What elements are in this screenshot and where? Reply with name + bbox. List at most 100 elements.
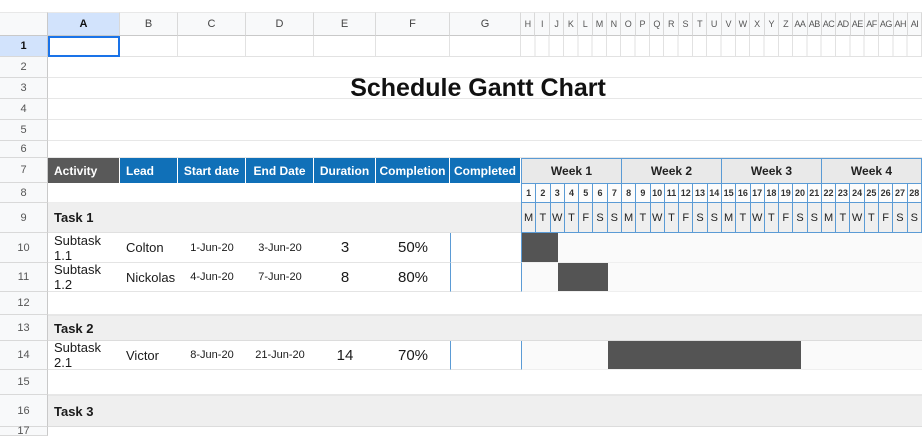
- end-date-cell[interactable]: 21-Jun-20: [246, 341, 314, 370]
- day-letter-cell[interactable]: S: [906, 203, 922, 233]
- column-header-F[interactable]: F: [376, 12, 450, 36]
- day-number-cell[interactable]: 17: [749, 183, 764, 203]
- completion-cell[interactable]: 50%: [376, 233, 450, 263]
- column-header-T[interactable]: T: [692, 12, 708, 36]
- column-header-Z[interactable]: Z: [778, 12, 794, 36]
- row-header-16[interactable]: 16: [0, 395, 48, 427]
- sheet-row-5[interactable]: [48, 120, 922, 141]
- column-header-G[interactable]: G: [450, 12, 521, 36]
- day-number-cell[interactable]: 5: [578, 183, 593, 203]
- day-letter-cell[interactable]: T: [735, 203, 750, 233]
- day-letter-cell[interactable]: S: [892, 203, 907, 233]
- row-header-3[interactable]: 3: [0, 78, 48, 99]
- sheet-row-15[interactable]: [48, 370, 922, 395]
- day-letter-cell[interactable]: M: [720, 203, 736, 233]
- day-number-cell[interactable]: 2: [535, 183, 550, 203]
- row-header-9[interactable]: 9: [0, 203, 48, 233]
- row-header-7[interactable]: 7: [0, 158, 48, 183]
- day-letter-cell[interactable]: F: [878, 203, 893, 233]
- gantt-track[interactable]: [521, 263, 922, 292]
- day-number-cell[interactable]: 3: [549, 183, 564, 203]
- column-header-N[interactable]: N: [606, 12, 622, 36]
- day-letter-cell[interactable]: S: [606, 203, 621, 233]
- completion-cell[interactable]: 80%: [376, 263, 450, 292]
- day-letter-cell[interactable]: T: [763, 203, 779, 233]
- day-number-cell[interactable]: 25: [863, 183, 879, 203]
- day-letter-cell[interactable]: S: [692, 203, 707, 233]
- completed-cell[interactable]: [450, 233, 521, 263]
- day-letter-cell[interactable]: M: [820, 203, 836, 233]
- day-number-cell[interactable]: 10: [649, 183, 664, 203]
- column-header-D[interactable]: D: [246, 12, 314, 36]
- select-all-corner[interactable]: [0, 12, 48, 36]
- week-header-4[interactable]: Week 4: [822, 159, 922, 183]
- cell[interactable]: [178, 36, 246, 57]
- day-number-cell[interactable]: 26: [878, 183, 893, 203]
- column-header-X[interactable]: X: [750, 12, 765, 36]
- task-3-label[interactable]: Task 3: [48, 395, 922, 427]
- day-number-cell[interactable]: 22: [820, 183, 836, 203]
- column-header-I[interactable]: I: [535, 12, 550, 36]
- cells-empty[interactable]: [48, 183, 521, 203]
- header-duration[interactable]: Duration: [314, 158, 376, 183]
- week-header-2[interactable]: Week 2: [622, 159, 722, 183]
- cell[interactable]: [120, 36, 178, 57]
- lead-cell[interactable]: Nickolas: [120, 263, 178, 292]
- cell[interactable]: [314, 36, 376, 57]
- lead-cell[interactable]: Colton: [120, 233, 178, 263]
- day-letter-cell[interactable]: F: [678, 203, 693, 233]
- day-number-cell[interactable]: 11: [663, 183, 679, 203]
- column-header-K[interactable]: K: [563, 12, 579, 36]
- day-number-cell[interactable]: 13: [692, 183, 707, 203]
- column-header-W[interactable]: W: [735, 12, 751, 36]
- column-header-H[interactable]: H: [521, 12, 536, 36]
- column-header-AI[interactable]: AI: [907, 12, 922, 36]
- day-letter-cell[interactable]: W: [649, 203, 664, 233]
- week-header-1[interactable]: Week 1: [522, 159, 622, 183]
- day-letter-cell[interactable]: W: [749, 203, 764, 233]
- day-number-cell[interactable]: 21: [806, 183, 821, 203]
- end-date-cell[interactable]: 3-Jun-20: [246, 233, 314, 263]
- completion-cell[interactable]: 70%: [376, 341, 450, 370]
- row-header-8[interactable]: 8: [0, 183, 48, 203]
- column-header-AD[interactable]: AD: [836, 12, 851, 36]
- day-number-cell[interactable]: 18: [763, 183, 779, 203]
- sheet-row-12[interactable]: [48, 292, 922, 315]
- day-number-cell[interactable]: 14: [706, 183, 721, 203]
- day-number-cell[interactable]: 27: [892, 183, 907, 203]
- row-header-1[interactable]: 1: [0, 36, 48, 57]
- day-number-cell[interactable]: 9: [635, 183, 650, 203]
- column-header-U[interactable]: U: [707, 12, 722, 36]
- day-number-cell[interactable]: 16: [735, 183, 750, 203]
- header-end-date[interactable]: End Date: [246, 158, 314, 183]
- column-header-B[interactable]: B: [120, 12, 178, 36]
- column-header-L[interactable]: L: [578, 12, 593, 36]
- day-letter-cell[interactable]: S: [792, 203, 807, 233]
- day-number-cell[interactable]: 28: [906, 183, 922, 203]
- day-letter-cell[interactable]: W: [849, 203, 864, 233]
- day-letter-cell[interactable]: T: [663, 203, 679, 233]
- duration-cell[interactable]: 3: [314, 233, 376, 263]
- column-header-R[interactable]: R: [664, 12, 679, 36]
- week-header-3[interactable]: Week 3: [722, 159, 822, 183]
- day-letter-cell[interactable]: W: [549, 203, 564, 233]
- cell[interactable]: [246, 36, 314, 57]
- activity-cell[interactable]: Subtask 1.2: [48, 263, 120, 292]
- day-letter-cell[interactable]: T: [535, 203, 550, 233]
- day-letter-cell[interactable]: F: [578, 203, 593, 233]
- column-header-A[interactable]: A: [48, 12, 120, 36]
- day-number-cell[interactable]: 4: [563, 183, 579, 203]
- cell[interactable]: [450, 36, 521, 57]
- day-letter-cell[interactable]: T: [863, 203, 879, 233]
- start-date-cell[interactable]: 8-Jun-20: [178, 341, 246, 370]
- row-header-6[interactable]: 6: [0, 141, 48, 158]
- start-date-cell[interactable]: 1-Jun-20: [178, 233, 246, 263]
- lead-cell[interactable]: Victor: [120, 341, 178, 370]
- day-number-cell[interactable]: 7: [606, 183, 621, 203]
- row-header-10[interactable]: 10: [0, 233, 48, 263]
- task-1-label[interactable]: Task 1: [48, 203, 521, 233]
- column-header-AA[interactable]: AA: [793, 12, 808, 36]
- sheet-row-17[interactable]: [48, 427, 922, 436]
- cells-narrow[interactable]: [521, 36, 922, 57]
- sheet-row-2[interactable]: [48, 57, 922, 78]
